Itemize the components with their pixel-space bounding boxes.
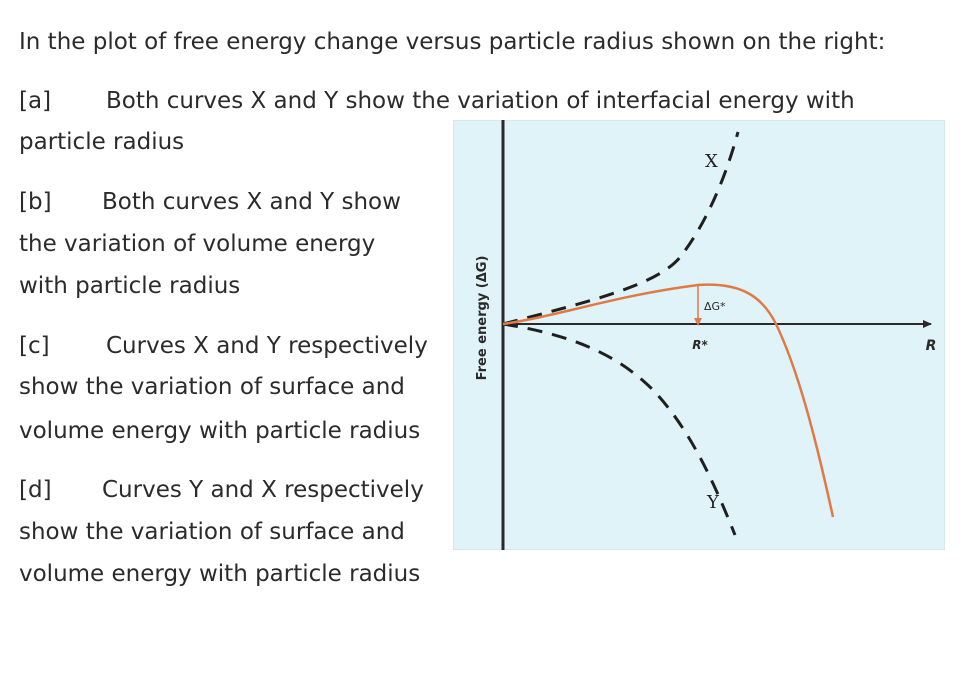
curve-x-dashed <box>502 131 740 326</box>
option-b-text-line-1: Both curves X and Y show <box>102 189 401 215</box>
curve-y-dashed <box>502 322 737 536</box>
option-a-label: [a] <box>19 88 52 114</box>
option-d-text-line-2: show the variation of surface and <box>19 519 405 545</box>
option-d-label: [d] <box>19 477 52 503</box>
option-a-text-line-2: particle radius <box>19 129 185 155</box>
curve-y-label: Y <box>706 492 720 513</box>
option-c-text-line-1: Curves X and Y respectively <box>106 333 428 359</box>
option-a-text-line-1: Both curves X and Y show the variation o… <box>106 88 855 114</box>
x-axis-label: R <box>926 338 937 354</box>
option-c-label: [c] <box>19 333 50 359</box>
barrier-label: ΔG* <box>704 300 726 313</box>
figure-background <box>453 120 945 550</box>
option-b-label: [b] <box>19 189 52 215</box>
question-stem: In the plot of free energy change versus… <box>19 29 886 55</box>
option-c-text-line-3: volume energy with particle radius <box>19 418 421 444</box>
free-energy-figure: Free energy (ΔG) R ΔG* R* X Y <box>453 120 945 550</box>
option-d-text-line-1: Curves Y and X respectively <box>102 477 424 503</box>
y-axis-label: Free energy (ΔG) <box>475 256 490 381</box>
free-energy-diagram: Free energy (ΔG) R ΔG* R* X Y <box>453 120 945 550</box>
option-b-text-line-3: with particle radius <box>19 273 241 299</box>
critical-radius-label: R* <box>692 338 708 352</box>
curve-x-label: X <box>705 151 718 172</box>
total-free-energy-curve <box>502 283 835 518</box>
option-b-text-line-2: the variation of volume energy <box>19 231 376 257</box>
option-c-text-line-2: show the variation of surface and <box>19 374 405 400</box>
option-d-text-line-3: volume energy with particle radius <box>19 561 421 587</box>
